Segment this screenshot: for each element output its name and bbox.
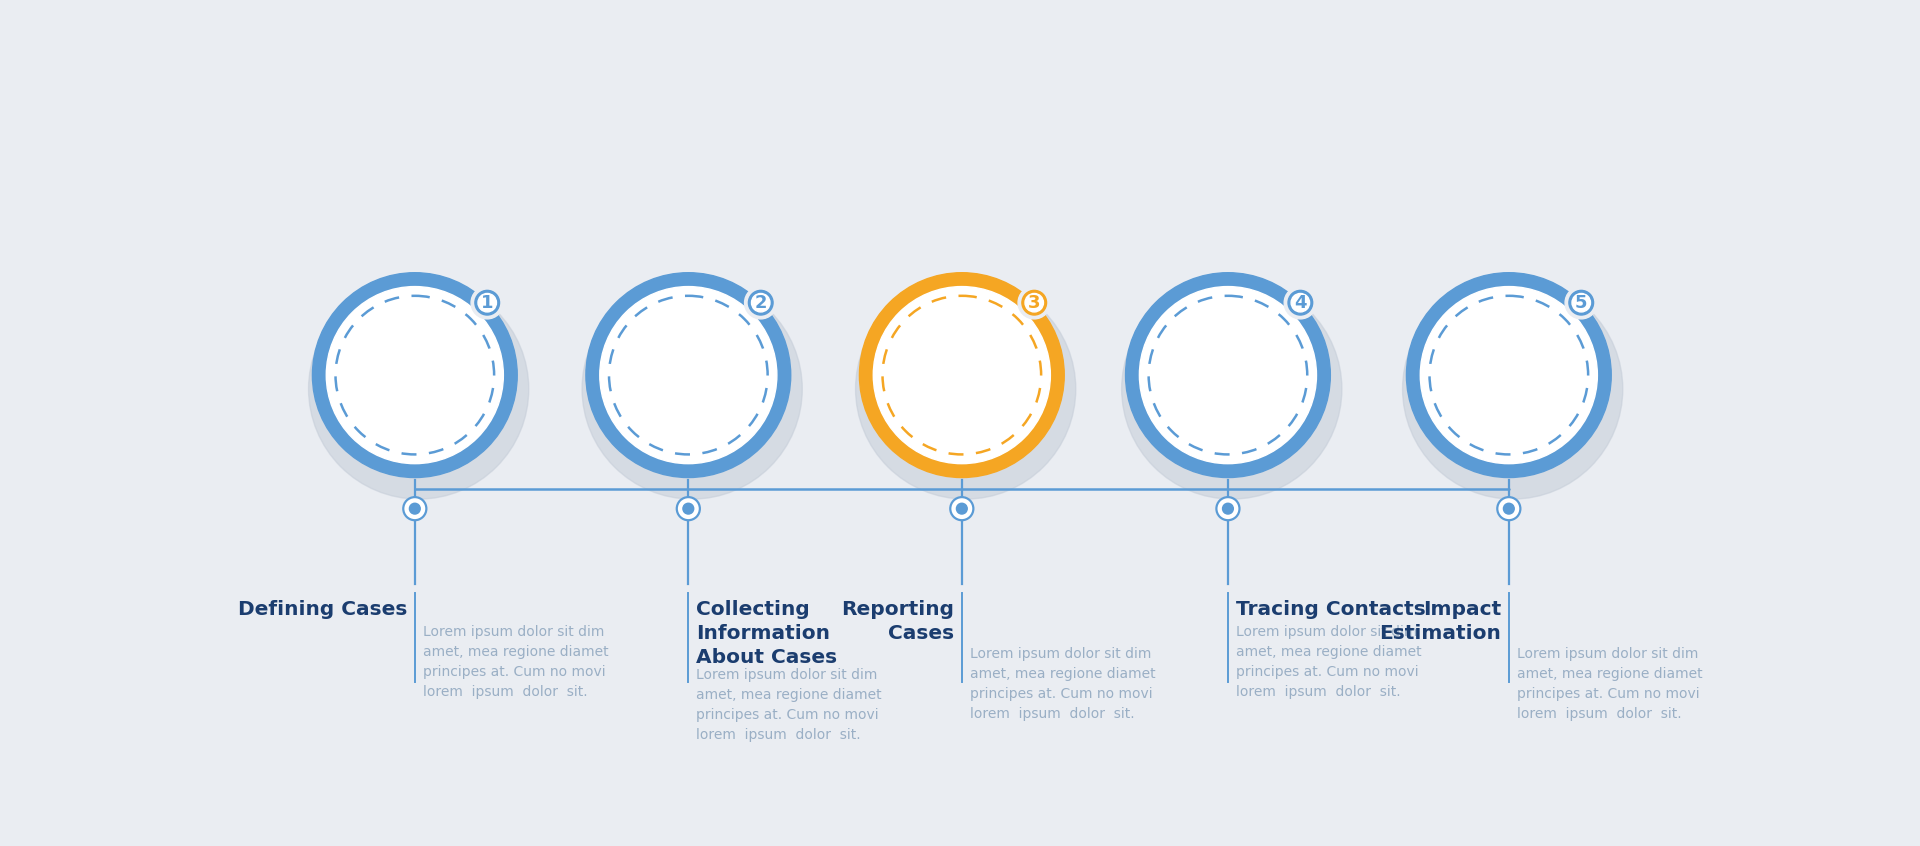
Circle shape (478, 294, 497, 312)
Text: 3: 3 (1027, 294, 1041, 311)
Circle shape (1407, 272, 1611, 477)
Circle shape (1565, 287, 1597, 319)
Circle shape (950, 497, 973, 520)
Text: 4: 4 (1294, 294, 1308, 311)
Text: 1: 1 (482, 294, 493, 311)
Circle shape (582, 279, 803, 499)
Text: Defining Cases: Defining Cases (238, 600, 407, 618)
Circle shape (1025, 294, 1043, 312)
Circle shape (1503, 503, 1515, 514)
Circle shape (676, 497, 701, 520)
Circle shape (1018, 287, 1050, 319)
Text: Lorem ipsum dolor sit dim
amet, mea regione diamet
principes at. Cum no movi
lor: Lorem ipsum dolor sit dim amet, mea regi… (970, 646, 1156, 721)
Circle shape (1223, 503, 1233, 514)
Text: Reporting
Cases: Reporting Cases (841, 600, 954, 643)
Text: Lorem ipsum dolor sit dim
amet, mea regione diamet
principes at. Cum no movi
lor: Lorem ipsum dolor sit dim amet, mea regi… (422, 625, 609, 700)
Circle shape (1217, 497, 1240, 520)
Text: Lorem ipsum dolor sit dim
amet, mea regione diamet
principes at. Cum no movi
lor: Lorem ipsum dolor sit dim amet, mea regi… (697, 667, 881, 742)
Circle shape (326, 287, 503, 464)
Circle shape (599, 287, 778, 464)
Circle shape (1290, 294, 1309, 312)
Circle shape (403, 497, 426, 520)
Circle shape (1572, 294, 1590, 312)
Circle shape (309, 279, 528, 499)
Circle shape (745, 287, 778, 319)
Circle shape (1125, 272, 1331, 477)
Circle shape (474, 290, 499, 315)
Circle shape (1421, 287, 1597, 464)
Circle shape (749, 290, 774, 315)
Circle shape (470, 287, 503, 319)
Circle shape (409, 503, 420, 514)
Circle shape (751, 294, 770, 312)
Text: Tracing Contacts: Tracing Contacts (1236, 600, 1425, 618)
Circle shape (586, 272, 791, 477)
Circle shape (860, 272, 1064, 477)
Circle shape (1404, 279, 1622, 499)
Circle shape (313, 272, 516, 477)
Circle shape (856, 279, 1075, 499)
Text: Lorem ipsum dolor sit dim
amet, mea regione diamet
principes at. Cum no movi
lor: Lorem ipsum dolor sit dim amet, mea regi… (1236, 625, 1421, 700)
Text: 5: 5 (1574, 294, 1588, 311)
Circle shape (1498, 497, 1521, 520)
Text: Lorem ipsum dolor sit dim
amet, mea regione diamet
principes at. Cum no movi
lor: Lorem ipsum dolor sit dim amet, mea regi… (1517, 646, 1703, 721)
Text: Collecting
Information
About Cases: Collecting Information About Cases (697, 600, 837, 667)
Circle shape (1121, 279, 1342, 499)
Circle shape (1569, 290, 1594, 315)
Circle shape (1021, 290, 1046, 315)
Text: 2: 2 (755, 294, 766, 311)
Circle shape (684, 503, 693, 514)
Text: Impact
Estimation: Impact Estimation (1379, 600, 1501, 643)
Circle shape (1288, 290, 1313, 315)
Circle shape (1139, 287, 1317, 464)
Circle shape (874, 287, 1050, 464)
Circle shape (1284, 287, 1317, 319)
Circle shape (956, 503, 968, 514)
